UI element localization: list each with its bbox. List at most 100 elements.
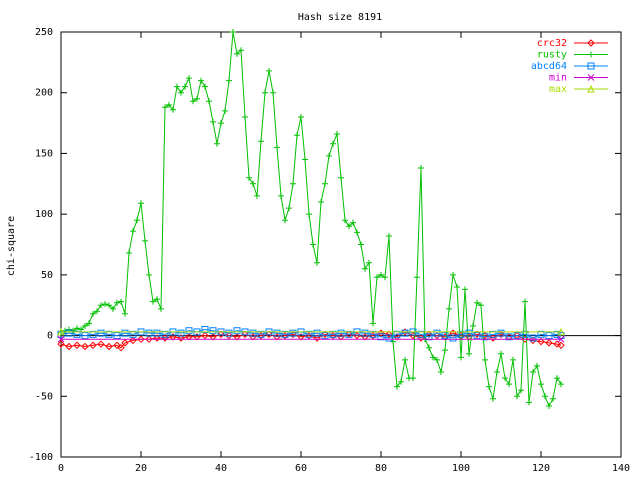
data-point [57, 327, 65, 336]
data-point [345, 330, 353, 338]
data-point [378, 271, 384, 278]
data-point [230, 29, 236, 35]
data-point [366, 259, 372, 266]
data-point [441, 332, 449, 340]
data-point [522, 298, 528, 305]
x-tick-label: 120 [532, 463, 550, 474]
data-point [558, 381, 564, 388]
data-point [462, 286, 468, 293]
data-point [402, 356, 408, 363]
data-point [545, 339, 553, 347]
data-point [206, 98, 212, 105]
data-point [114, 299, 120, 306]
data-point [102, 301, 108, 307]
data-point [494, 369, 500, 375]
data-point [57, 340, 65, 348]
data-point [86, 320, 92, 327]
data-point [361, 329, 369, 337]
data-point [169, 333, 177, 341]
data-point [74, 325, 80, 332]
data-point [466, 350, 472, 357]
legend-label-max: max [549, 84, 567, 95]
x-tick-label: 40 [215, 463, 227, 474]
x-tick-label: 20 [135, 463, 147, 474]
data-point [225, 331, 233, 340]
data-point [482, 356, 488, 363]
data-point [198, 77, 204, 84]
data-point [218, 120, 224, 127]
data-point [521, 330, 529, 338]
data-point [190, 98, 196, 105]
data-point [313, 329, 321, 337]
data-point [122, 310, 128, 317]
data-point [382, 274, 388, 281]
data-point [170, 106, 176, 113]
data-point [70, 327, 76, 334]
data-point [518, 387, 524, 394]
data-point [273, 329, 281, 337]
data-point [394, 383, 400, 390]
series-line [60, 31, 562, 408]
data-point [450, 271, 456, 278]
data-point [526, 399, 532, 406]
data-point [426, 344, 432, 351]
data-point [454, 284, 460, 290]
data-point [210, 118, 216, 125]
data-point [302, 156, 308, 163]
data-point [321, 330, 329, 339]
data-point [557, 335, 565, 343]
x-tick-label: 100 [452, 463, 470, 474]
data-point [587, 84, 595, 93]
data-point [57, 335, 65, 343]
data-point [89, 341, 97, 349]
data-point [246, 174, 252, 181]
y-tick-label: 0 [47, 331, 53, 342]
data-point [537, 330, 545, 338]
data-point [105, 330, 113, 338]
data-point [298, 114, 304, 120]
data-point [137, 335, 145, 343]
series-line [60, 328, 562, 339]
data-point [154, 296, 160, 303]
data-point [121, 329, 129, 337]
data-point [73, 341, 81, 349]
data-point [554, 375, 560, 382]
data-point [113, 341, 121, 349]
data-point [401, 328, 409, 336]
data-point [182, 83, 188, 90]
data-point [177, 329, 185, 337]
data-point [550, 395, 556, 402]
data-point [142, 237, 148, 244]
data-point [282, 217, 288, 224]
data-point [193, 333, 201, 341]
x-tick-label: 140 [612, 463, 630, 474]
data-point [514, 393, 520, 400]
plot-area [60, 31, 622, 458]
data-point [414, 274, 420, 281]
data-point [242, 114, 248, 120]
data-point [257, 330, 265, 338]
data-point [185, 333, 193, 341]
legend-label-crc32: crc32 [537, 38, 567, 49]
data-point [449, 334, 457, 342]
data-point [401, 329, 409, 337]
data-point [65, 329, 73, 337]
data-point [222, 107, 228, 114]
data-point [98, 302, 104, 309]
data-point [278, 192, 284, 199]
data-point [425, 333, 433, 341]
legend-label-min: min [549, 73, 567, 84]
data-point [417, 330, 425, 338]
data-point [329, 330, 337, 338]
data-point [534, 362, 540, 369]
data-point [250, 180, 256, 187]
data-point [161, 330, 169, 338]
data-point [418, 165, 424, 171]
data-point [113, 332, 121, 340]
data-point [465, 329, 473, 337]
data-point [588, 51, 594, 58]
x-tick-label: 0 [58, 463, 64, 474]
data-point [209, 333, 217, 341]
